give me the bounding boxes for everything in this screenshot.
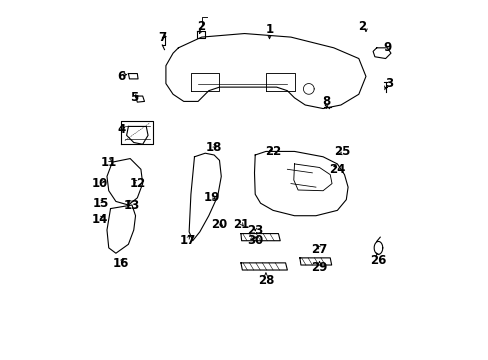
Text: 6: 6 bbox=[117, 70, 125, 83]
Text: 20: 20 bbox=[211, 218, 227, 231]
Text: 1: 1 bbox=[265, 23, 273, 36]
Text: 13: 13 bbox=[123, 198, 140, 212]
Text: 24: 24 bbox=[328, 163, 345, 176]
Text: 10: 10 bbox=[92, 177, 108, 190]
Text: 27: 27 bbox=[311, 243, 327, 256]
Text: 2: 2 bbox=[197, 20, 205, 33]
Text: 5: 5 bbox=[129, 91, 138, 104]
Text: 25: 25 bbox=[334, 145, 350, 158]
Text: 2: 2 bbox=[358, 20, 366, 33]
Text: 28: 28 bbox=[257, 274, 274, 287]
Text: 21: 21 bbox=[232, 218, 248, 231]
Text: 12: 12 bbox=[129, 177, 145, 190]
Text: 15: 15 bbox=[93, 197, 109, 210]
Text: 23: 23 bbox=[246, 224, 263, 237]
Text: 17: 17 bbox=[179, 234, 195, 247]
Text: 8: 8 bbox=[322, 95, 330, 108]
Text: 11: 11 bbox=[101, 156, 117, 168]
Text: 9: 9 bbox=[383, 41, 391, 54]
Text: 4: 4 bbox=[117, 123, 125, 136]
Text: 22: 22 bbox=[264, 145, 281, 158]
Text: 16: 16 bbox=[113, 257, 129, 270]
Text: 18: 18 bbox=[205, 141, 222, 154]
Text: 3: 3 bbox=[385, 77, 392, 90]
Text: 19: 19 bbox=[204, 192, 220, 204]
Text: 30: 30 bbox=[246, 234, 263, 247]
Text: 14: 14 bbox=[91, 213, 108, 226]
Text: 7: 7 bbox=[158, 31, 166, 44]
Text: 29: 29 bbox=[311, 261, 327, 274]
Text: 26: 26 bbox=[369, 254, 386, 267]
